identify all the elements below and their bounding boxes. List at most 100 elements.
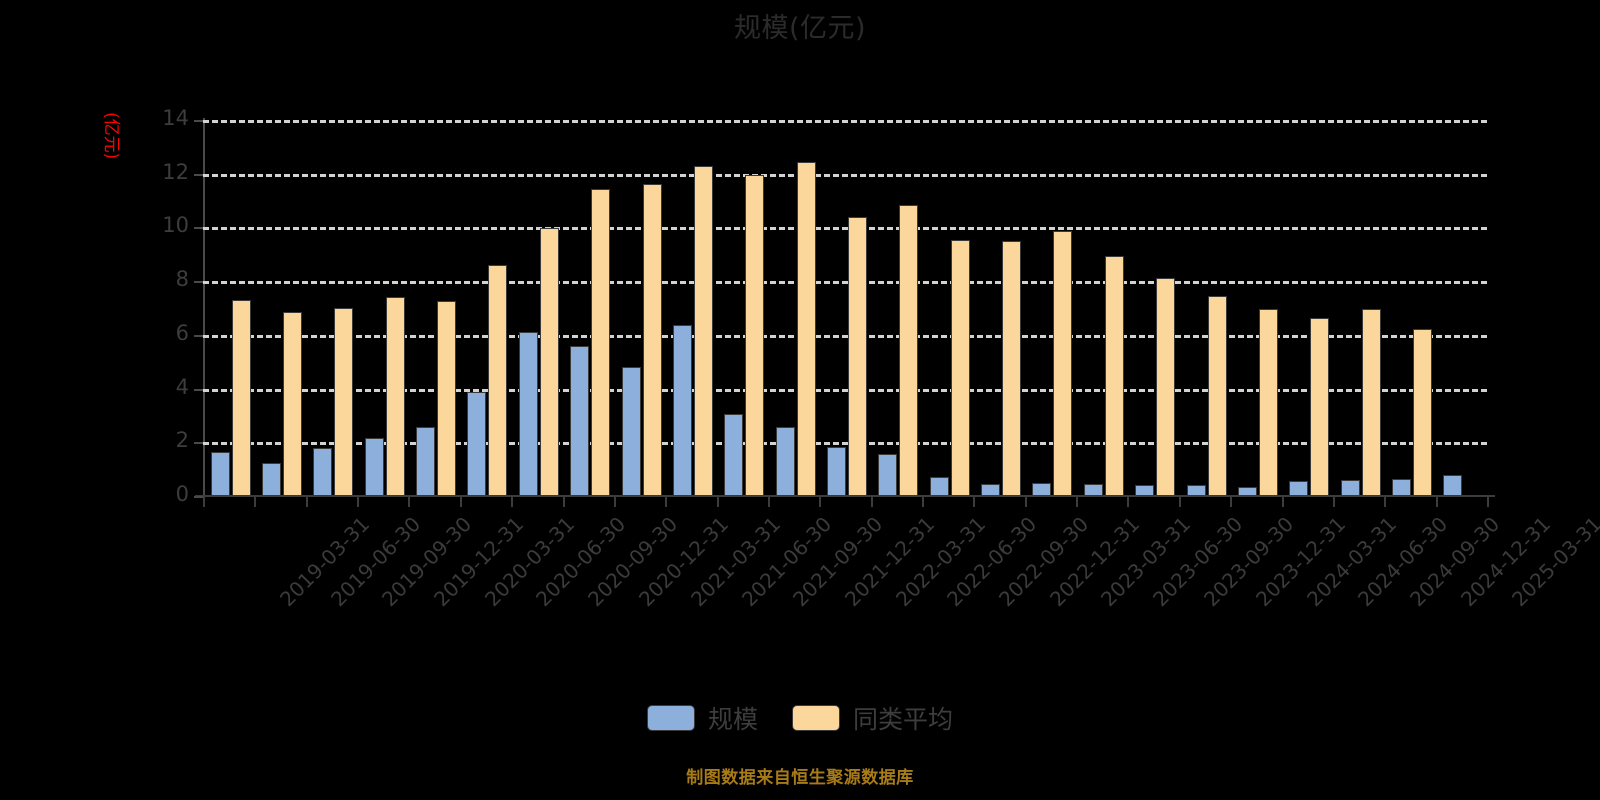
bar-scale[interactable]	[364, 438, 384, 496]
legend-item[interactable]: 规模	[646, 700, 758, 736]
bar-group	[313, 120, 354, 496]
bar-group	[929, 120, 970, 496]
x-tick-mark	[357, 497, 360, 507]
bar-peer-average[interactable]	[796, 162, 816, 496]
footer-attribution: 制图数据来自恒生聚源数据库	[686, 768, 914, 788]
bar-peer-average[interactable]	[591, 189, 611, 496]
gridline-10	[203, 227, 1487, 231]
bar-peer-average[interactable]	[1002, 240, 1022, 496]
bar-peer-average[interactable]	[539, 227, 559, 496]
bar-group	[364, 120, 405, 496]
bar-scale[interactable]	[416, 426, 436, 496]
bar-scale[interactable]	[981, 483, 1001, 496]
y-axis-line	[203, 118, 205, 498]
bar-group	[570, 120, 611, 496]
bar-peer-average[interactable]	[745, 175, 765, 496]
bar-peer-average[interactable]	[1156, 278, 1176, 496]
x-tick-mark	[819, 497, 822, 507]
bar-peer-average[interactable]	[437, 301, 457, 496]
x-tick-mark	[511, 497, 514, 507]
bar-scale[interactable]	[1135, 484, 1155, 496]
bar-group	[621, 120, 662, 496]
bar-scale[interactable]	[621, 366, 641, 496]
bar-peer-average[interactable]	[334, 308, 354, 496]
bar-group	[1391, 120, 1432, 496]
bar-peer-average[interactable]	[1361, 308, 1381, 496]
bar-scale[interactable]	[724, 414, 744, 496]
bar-scale[interactable]	[1032, 483, 1052, 496]
bar-group	[416, 120, 457, 496]
bar-peer-average[interactable]	[642, 183, 662, 496]
bar-scale[interactable]	[210, 451, 230, 496]
y-tick-label-4: 4	[175, 374, 189, 399]
bar-group	[210, 120, 251, 496]
bar-scale[interactable]	[827, 447, 846, 496]
bar-group	[262, 120, 303, 496]
bar-group	[672, 120, 713, 496]
x-tick-mark	[716, 497, 719, 507]
bar-peer-average[interactable]	[231, 300, 251, 496]
bar-scale[interactable]	[467, 391, 487, 496]
bar-group	[724, 120, 765, 496]
bar-peer-average[interactable]	[488, 264, 508, 496]
bar-scale[interactable]	[1237, 487, 1257, 496]
bar-scale[interactable]	[313, 447, 333, 496]
bar-group	[1186, 120, 1227, 496]
bar-scale[interactable]	[878, 453, 898, 496]
y-tick-mark-6	[194, 334, 203, 337]
gridline-14	[203, 120, 1487, 123]
bar-scale[interactable]	[1391, 479, 1411, 496]
bar-group	[878, 120, 919, 496]
y-tick-label-12: 12	[162, 159, 189, 184]
bar-scale[interactable]	[1083, 483, 1103, 496]
bar-scale[interactable]	[262, 463, 282, 496]
bar-scale[interactable]	[1340, 480, 1360, 496]
bar-peer-average[interactable]	[1412, 328, 1432, 496]
bar-scale[interactable]	[570, 346, 590, 496]
bar-scale[interactable]	[518, 331, 538, 496]
x-tick-mark	[665, 497, 668, 507]
bar-scale[interactable]	[1289, 481, 1309, 496]
bar-scale[interactable]	[929, 476, 949, 496]
bar-peer-average[interactable]	[899, 205, 919, 496]
bar-group	[1032, 120, 1073, 496]
bar-peer-average[interactable]	[1053, 231, 1073, 496]
x-tick-mark	[1435, 497, 1438, 507]
legend-item[interactable]: 同类平均	[792, 700, 953, 736]
bar-peer-average[interactable]	[1258, 308, 1278, 496]
bar-scale[interactable]	[1443, 475, 1463, 496]
x-tick-mark	[459, 497, 462, 507]
y-tick-label-6: 6	[175, 320, 189, 345]
y-tick-label-8: 8	[175, 267, 189, 292]
bar-group	[1135, 120, 1176, 496]
bar-peer-average[interactable]	[1104, 255, 1124, 496]
gridline-4	[203, 388, 1487, 392]
y-tick-mark-10	[194, 227, 203, 230]
bar-peer-average[interactable]	[848, 217, 867, 496]
x-tick-mark	[408, 497, 411, 507]
bar-peer-average[interactable]	[950, 240, 970, 496]
bar-group	[1083, 120, 1124, 496]
bar-scale[interactable]	[775, 426, 795, 496]
gridline-2	[203, 442, 1487, 446]
legend-label: 同类平均	[853, 705, 954, 734]
bar-peer-average[interactable]	[693, 165, 713, 496]
x-tick-mark	[613, 497, 616, 507]
bar-group	[1237, 120, 1278, 496]
bar-peer-average[interactable]	[385, 296, 405, 496]
bar-scale[interactable]	[672, 325, 692, 496]
x-tick-mark	[1076, 497, 1079, 507]
bar-peer-average[interactable]	[1207, 295, 1227, 496]
plot-area	[203, 120, 1487, 496]
bar-peer-average[interactable]	[283, 312, 303, 496]
x-tick-mark	[1230, 497, 1233, 507]
chart-title: 规模(亿元)	[733, 13, 867, 44]
x-tick-mark	[203, 497, 205, 507]
x-tick-mark	[1178, 497, 1181, 507]
bar-peer-average[interactable]	[1310, 318, 1330, 496]
y-tick-mark-14	[194, 120, 203, 122]
bar-scale[interactable]	[1186, 484, 1206, 496]
x-tick-mark	[254, 497, 257, 507]
y-tick-mark-0	[194, 496, 203, 498]
gridline-8	[203, 281, 1487, 285]
